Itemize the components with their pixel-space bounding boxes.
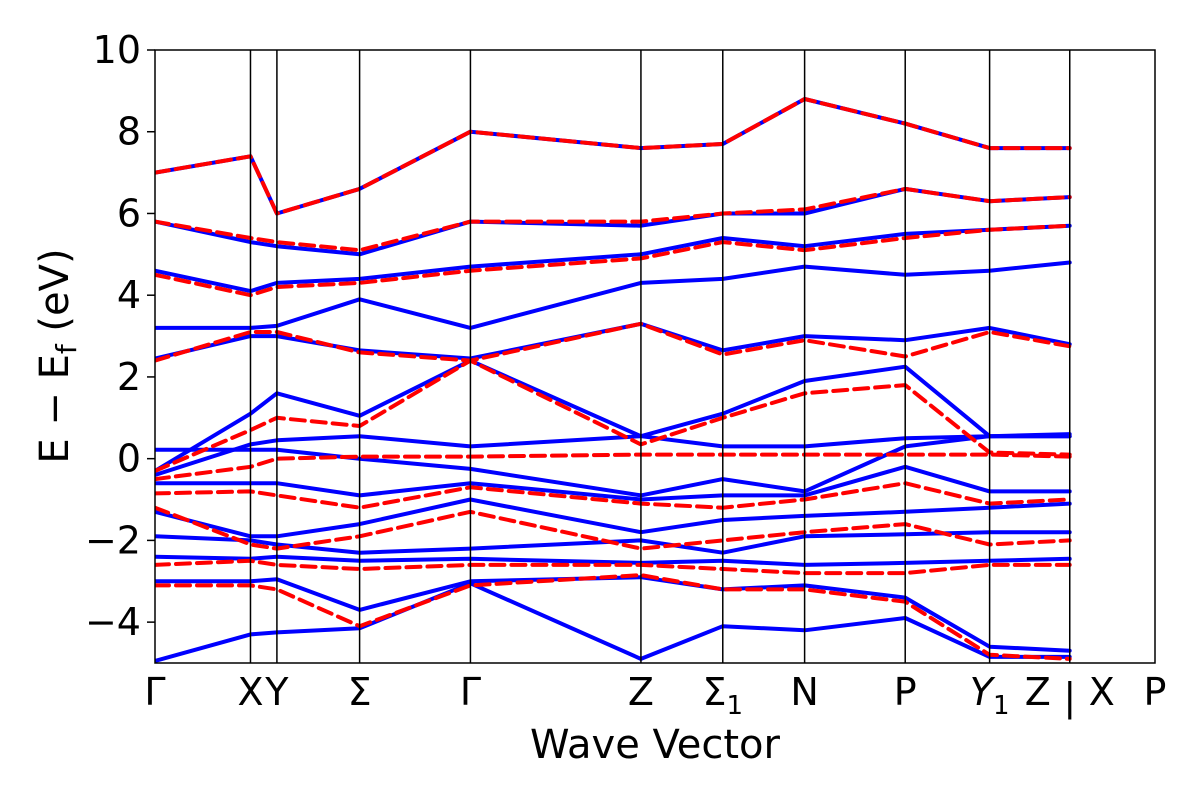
band-line xyxy=(155,575,1072,653)
x-tick-label: Z xyxy=(1025,670,1051,714)
x-tick-label-text: X xyxy=(237,670,263,714)
y-tick-label: 10 xyxy=(93,28,141,72)
band-line xyxy=(155,223,1072,298)
x-tick-label-text: Σ xyxy=(348,670,372,714)
x-tick-label-text: Y xyxy=(264,670,289,714)
y-tick-label: 8 xyxy=(117,110,141,154)
band-line xyxy=(155,464,1072,502)
band-line xyxy=(155,497,1072,539)
x-tick-label-subscript: 1 xyxy=(727,691,744,721)
x-axis-ticks: Γ X Y Σ Γ Z Σ1 N P Y1 Z X| P xyxy=(144,670,1166,721)
x-tick-label: Γ xyxy=(144,670,165,714)
x-tick-label-text: P xyxy=(1144,670,1167,714)
x-tick-label: P xyxy=(1144,670,1167,714)
band-line xyxy=(155,505,1072,551)
x-tick-label: Y1 xyxy=(970,670,1010,721)
x-tick-label-text: Σ xyxy=(702,670,726,714)
x-tick-label: Σ1 xyxy=(702,670,743,721)
x-tick-label: X xyxy=(237,670,263,714)
x-tick-label-subscript: 1 xyxy=(993,691,1010,721)
y-tick-label: 2 xyxy=(117,355,141,399)
x-tick-label: Σ xyxy=(348,670,372,714)
x-tick-label: N xyxy=(790,670,818,714)
x-tick-label-text: Γ xyxy=(144,670,165,714)
band-line xyxy=(155,260,1072,330)
y-axis-title-subscript: f xyxy=(50,343,83,354)
x-tick-label: Y xyxy=(264,670,289,714)
y-tick-label: 6 xyxy=(117,191,141,235)
y-tick-label: −4 xyxy=(85,600,141,644)
y-tick-label: 4 xyxy=(117,273,141,317)
x-axis-title: Wave Vector xyxy=(530,722,781,768)
x-tick-label: Z xyxy=(628,670,654,714)
band-line xyxy=(155,97,1072,216)
y-axis-ticks: −4 −2 0 2 4 6 8 10 xyxy=(85,28,155,644)
plot-frame xyxy=(154,49,1156,664)
band-line xyxy=(155,321,1072,363)
y-axis-title: E − Ef (eV) xyxy=(32,248,83,463)
y-axis-title-main: E − E xyxy=(32,354,78,464)
x-tick-label-text: Y xyxy=(970,670,996,714)
band-line xyxy=(155,97,1072,216)
x-tick-label-text: Γ xyxy=(460,670,481,714)
x-tick-label-text: Z xyxy=(1025,670,1051,714)
x-tick-label: X xyxy=(1089,670,1115,714)
x-tick-label-text: X xyxy=(1089,670,1115,714)
y-tick-label: 0 xyxy=(117,437,141,481)
y-axis-title-unit: (eV) xyxy=(32,248,78,344)
x-tick-label-text: Z xyxy=(628,670,654,714)
x-tick-label: P xyxy=(894,670,917,714)
band-line xyxy=(155,573,1072,661)
high-symmetry-lines xyxy=(249,50,1071,663)
path-break-marker: | xyxy=(1063,675,1076,720)
x-tick-label: Γ xyxy=(460,670,481,714)
x-tick-label-text: N xyxy=(790,670,818,714)
y-tick-label: −2 xyxy=(85,518,141,562)
band-line xyxy=(155,186,1072,253)
band-lines xyxy=(155,97,1072,663)
x-tick-label-text: P xyxy=(894,670,917,714)
